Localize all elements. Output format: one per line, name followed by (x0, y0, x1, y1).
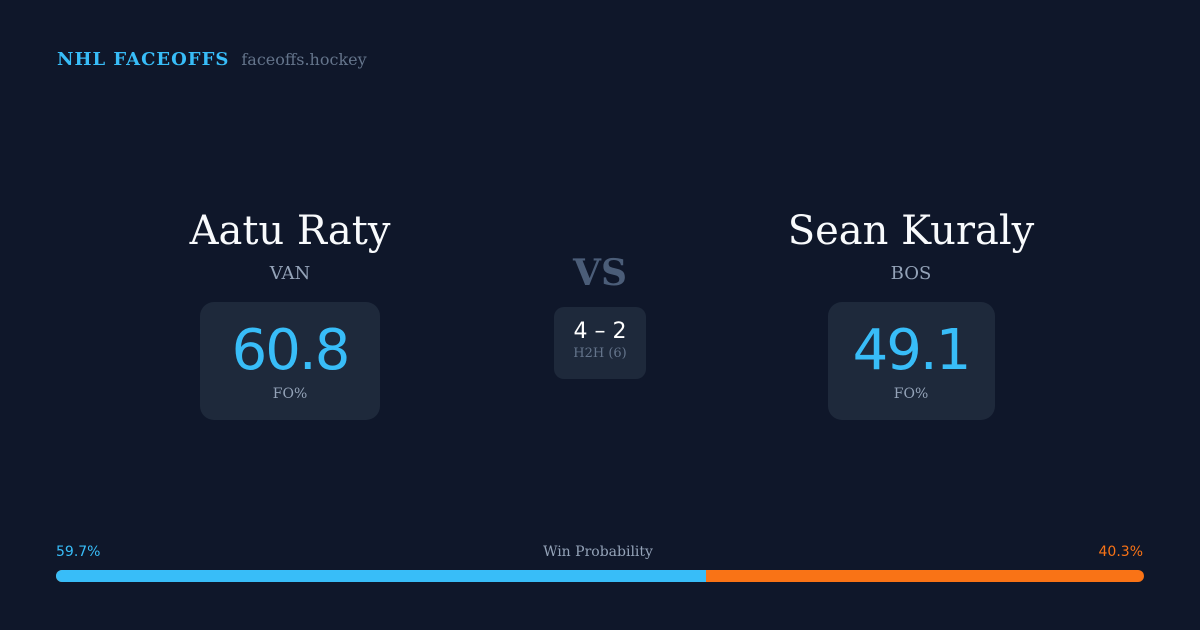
player-team: VAN (269, 263, 311, 284)
player-name: Sean Kuraly (787, 208, 1035, 254)
player-team: BOS (890, 263, 932, 284)
player-right: Sean Kuraly BOS 49.1 FO% (731, 205, 1091, 420)
brand-title: NHL FACEOFFS (57, 49, 230, 70)
h2h-score: 4 – 2 (573, 319, 627, 344)
h2h-card: 4 – 2 H2H (6) (554, 307, 646, 379)
fo-value: 60.8 (231, 318, 351, 383)
h2h-label: H2H (6) (573, 346, 627, 361)
fo-card: 60.8 FO% (200, 302, 380, 420)
win-prob-label: Win Probability (543, 544, 653, 560)
fo-label: FO% (272, 386, 308, 402)
player-name: Aatu Raty (189, 208, 391, 254)
fo-value: 49.1 (852, 318, 972, 383)
fo-card: 49.1 FO% (827, 302, 995, 420)
brand: NHL FACEOFFS faceoffs.hockey (57, 49, 367, 70)
win-prob-fill-left (56, 570, 706, 582)
vs-label: VS (573, 252, 627, 294)
win-prob-left: 59.7% (56, 544, 101, 560)
win-probability-bar (56, 570, 1144, 582)
player-left: Aatu Raty VAN 60.8 FO% (110, 205, 470, 420)
fo-label: FO% (893, 386, 929, 402)
brand-url: faceoffs.hockey (241, 50, 367, 69)
win-prob-right: 40.3% (1098, 544, 1143, 560)
